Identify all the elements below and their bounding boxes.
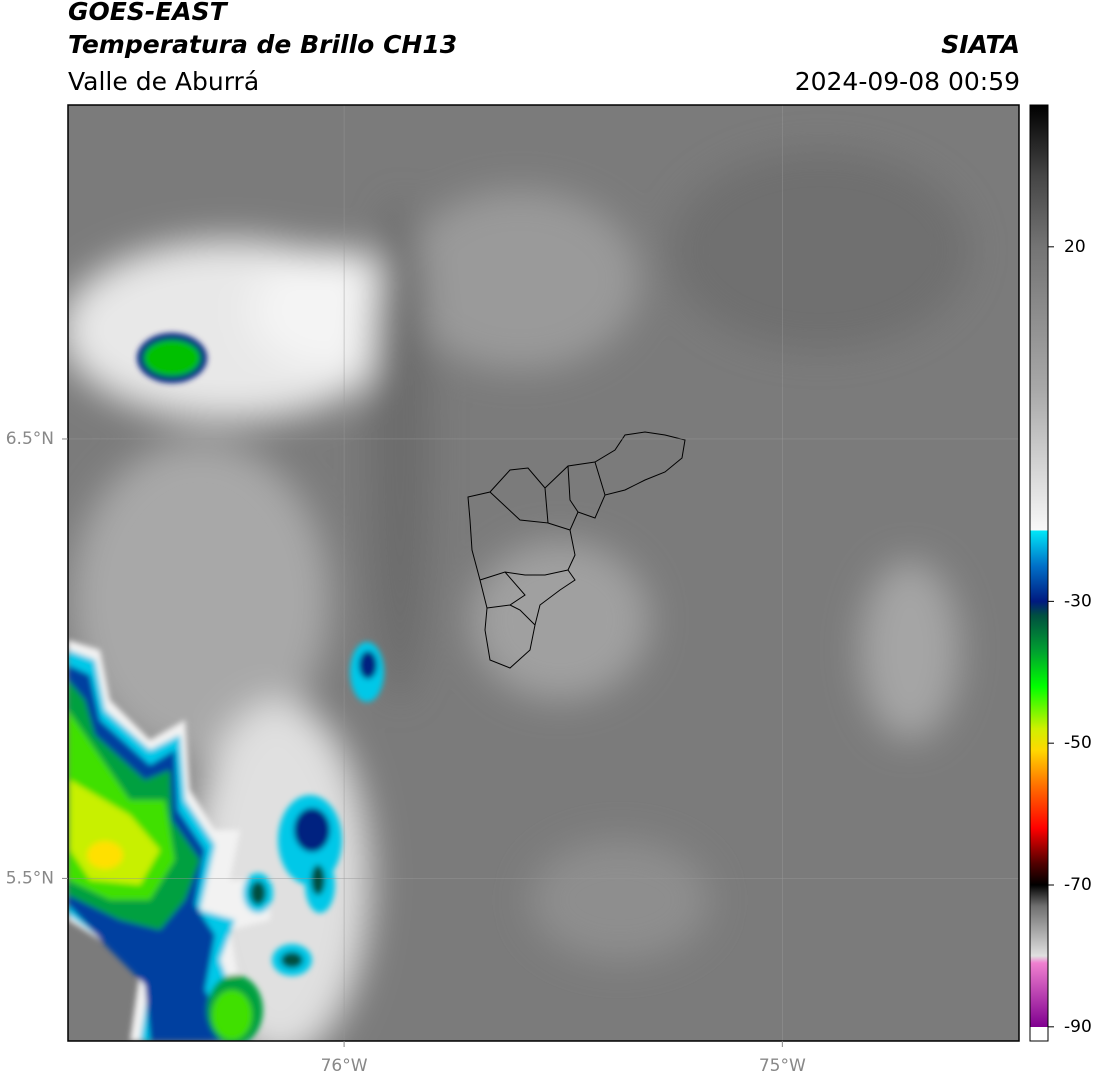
satellite-image bbox=[68, 105, 1019, 1041]
y-tick-label: 6.5°N bbox=[6, 429, 54, 449]
grid bbox=[68, 105, 1019, 1041]
x-tick-label: 76°W bbox=[321, 1056, 368, 1076]
colorbar-tick-label: 20 bbox=[1064, 237, 1086, 257]
map-frame bbox=[67, 104, 1020, 1042]
region: Valle de Aburrá bbox=[68, 67, 259, 96]
colorbar-tick-label: -90 bbox=[1064, 1017, 1092, 1037]
colorbar bbox=[1029, 104, 1049, 1042]
subtitle: Temperatura de Brillo CH13 bbox=[68, 30, 457, 59]
colorbar-tick-label: -50 bbox=[1064, 733, 1092, 753]
colorbar-tick-label: -70 bbox=[1064, 875, 1092, 895]
x-tick-label: 75°W bbox=[759, 1056, 806, 1076]
datetime: 2024-09-08 00:59 bbox=[795, 67, 1020, 96]
y-tick-label: 5.5°N bbox=[6, 868, 54, 888]
title: GOES-EAST bbox=[68, 0, 229, 26]
source: SIATA bbox=[941, 30, 1020, 59]
colorbar-tick-label: -30 bbox=[1064, 591, 1092, 611]
